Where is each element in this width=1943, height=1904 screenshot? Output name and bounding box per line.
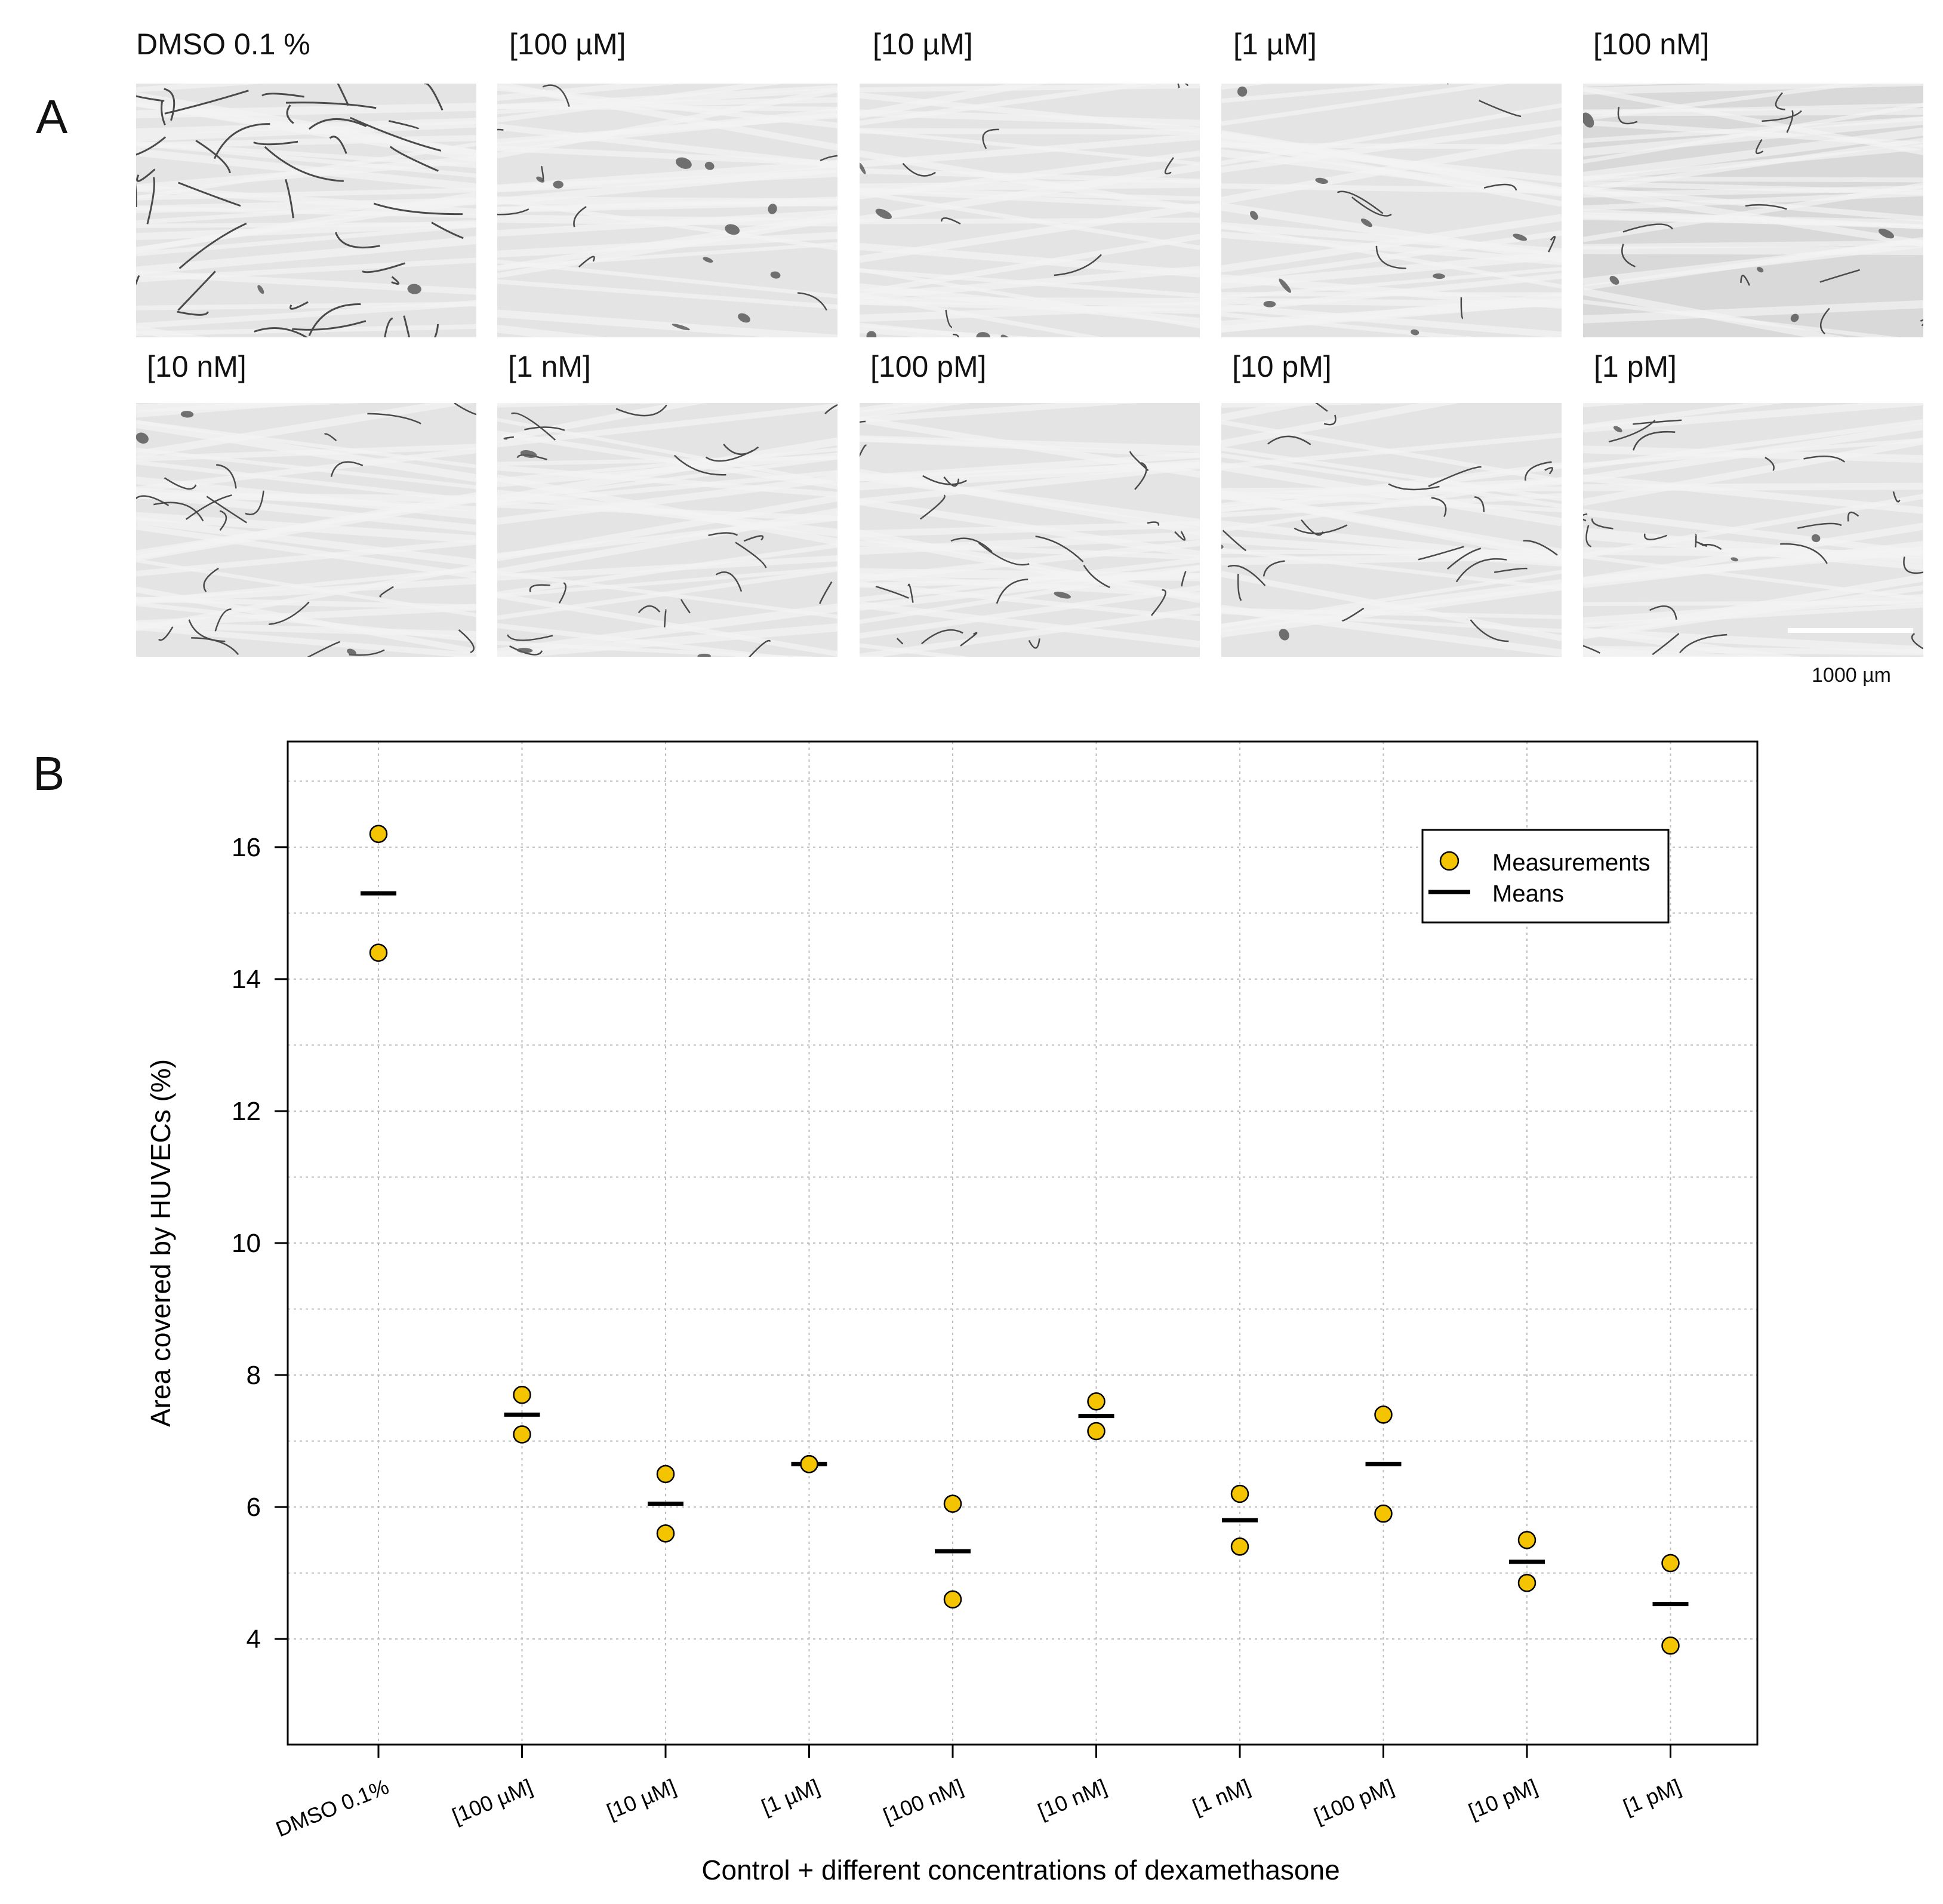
measurement-point xyxy=(369,825,388,843)
measurement-point xyxy=(513,1385,531,1404)
y-tick-label: 4 xyxy=(247,1625,261,1654)
y-tick-label: 12 xyxy=(232,1097,261,1126)
measurement-point xyxy=(656,1465,675,1484)
scale-bar xyxy=(1788,628,1913,633)
x-tick-label: [1 nM] xyxy=(1189,1774,1254,1819)
y-axis-title: Area covered by HUVECs (%) xyxy=(145,1059,176,1427)
micrograph-label: [1 nM] xyxy=(508,350,591,383)
micrograph-label: [10 µM] xyxy=(873,27,973,61)
measurement-point xyxy=(1374,1405,1393,1424)
legend-measurements-label: Measurements xyxy=(1492,850,1651,876)
micrograph-label: [10 pM] xyxy=(1232,350,1332,383)
x-axis: DMSO 0.1% [100 µM] [10 µM] [1 µM] [100 nM] [1… xyxy=(272,1745,1684,1841)
measurement-point xyxy=(1087,1392,1106,1411)
y-tick-label: 6 xyxy=(247,1493,261,1522)
micrograph-image xyxy=(497,84,837,337)
y-tick-label: 8 xyxy=(247,1361,261,1390)
measurement-point xyxy=(800,1455,818,1474)
measurement-point xyxy=(513,1425,531,1444)
micrograph-label: [100 pM] xyxy=(870,350,987,383)
micrograph-label: [10 nM] xyxy=(147,350,247,383)
x-tick-label: [10 nM] xyxy=(1034,1774,1110,1823)
micrograph-image xyxy=(1221,403,1562,657)
legend-box xyxy=(1421,829,1670,924)
micrograph-image xyxy=(860,84,1200,337)
micrograph-label: [100 nM] xyxy=(1593,27,1710,61)
measurement-point xyxy=(943,1494,962,1513)
chart-grid xyxy=(288,742,1757,1745)
micrograph-image xyxy=(1221,84,1562,337)
scale-bar-label: 1000 µm xyxy=(1812,664,1891,687)
micrograph-image xyxy=(497,403,837,657)
measurement-point xyxy=(1230,1484,1249,1503)
measurement-points xyxy=(369,825,1680,1655)
x-tick-label: [10 pM] xyxy=(1465,1774,1541,1823)
panel-b-letter: B xyxy=(33,747,65,800)
micrograph-label: [1 µM] xyxy=(1233,27,1317,61)
micrograph-image xyxy=(136,84,476,337)
legend: Measurements Means xyxy=(1421,829,1670,924)
measurement-point xyxy=(943,1590,962,1609)
x-tick-label: [1 pM] xyxy=(1619,1774,1684,1819)
x-tick-label: [100 pM] xyxy=(1310,1774,1397,1828)
measurement-point xyxy=(369,943,388,962)
x-tick-label: [100 µM] xyxy=(449,1774,536,1828)
panel-a-letter: A xyxy=(36,90,68,143)
dot-plot-chart: 4 6 8 10 12 14 16 DMSO 0.1% [100 µM] [10 µM] [1 µ… xyxy=(145,740,1759,1885)
x-tick-label: [100 nM] xyxy=(880,1774,966,1828)
measurement-point xyxy=(1087,1422,1106,1441)
y-axis: 4 6 8 10 12 14 16 xyxy=(232,833,288,1654)
micrograph-label: DMSO 0.1 % xyxy=(136,27,310,61)
y-tick-label: 16 xyxy=(232,833,261,862)
micrograph-label: [1 pM] xyxy=(1594,350,1677,383)
legend-measurements-marker xyxy=(1439,851,1459,871)
micrograph-image xyxy=(1583,403,1923,657)
measurement-point xyxy=(1661,1636,1680,1655)
legend-means-label: Means xyxy=(1492,881,1564,907)
measurement-point xyxy=(1661,1554,1680,1573)
micrograph-image xyxy=(1583,84,1923,337)
micrograph-label: [100 µM] xyxy=(509,27,626,61)
measurement-point xyxy=(1517,1531,1536,1549)
x-tick-label: [10 µM] xyxy=(603,1774,679,1823)
x-tick-label: DMSO 0.1% xyxy=(272,1774,392,1841)
measurement-point xyxy=(656,1524,675,1543)
y-tick-label: 10 xyxy=(232,1229,261,1258)
y-tick-label: 14 xyxy=(232,965,261,994)
mean-markers xyxy=(361,891,1689,1607)
micrograph-image xyxy=(860,403,1200,657)
micrograph-image xyxy=(136,403,476,657)
measurement-point xyxy=(1517,1573,1536,1592)
measurement-point xyxy=(1230,1537,1249,1556)
measurement-point xyxy=(1374,1504,1393,1523)
x-tick-label: [1 µM] xyxy=(758,1774,823,1819)
x-axis-title: Control + different concentrations of de… xyxy=(701,1854,1340,1885)
